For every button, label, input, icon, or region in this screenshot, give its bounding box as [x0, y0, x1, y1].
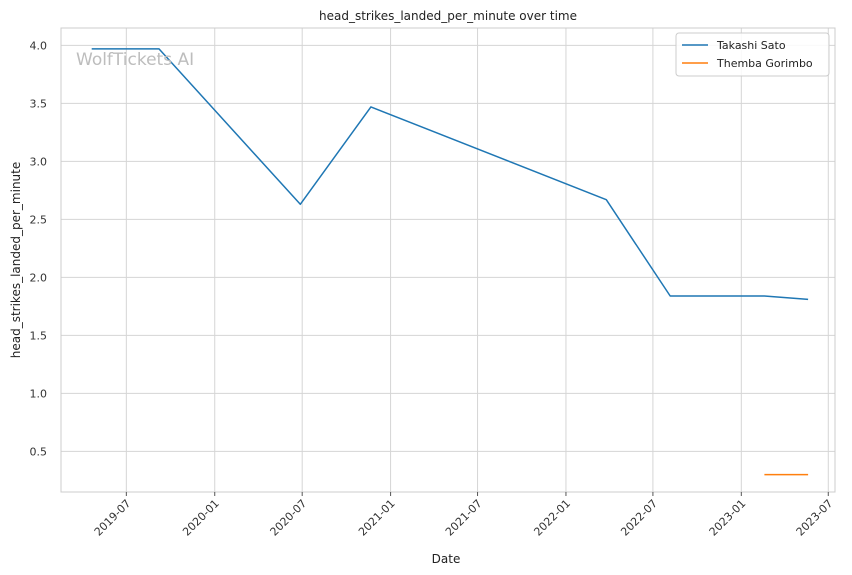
y-tick-label: 3.0	[30, 155, 48, 168]
legend-label-takashi-sato: Takashi Sato	[716, 39, 786, 52]
grid-lines	[61, 28, 835, 492]
plot-frame	[60, 27, 836, 493]
y-tick-labels: 0.5 1.0 1.5 2.0 2.5 3.0 3.5 4.0	[30, 39, 48, 458]
legend-label-themba-gorimbo: Themba Gorimbo	[716, 57, 813, 70]
watermark-text: WolfTickets AI	[76, 50, 194, 70]
series-line-takashi-sato	[91, 48, 809, 301]
y-tick-label: 3.5	[30, 97, 48, 110]
y-tick-label: 4.0	[30, 39, 48, 52]
series-layer	[91, 48, 809, 476]
y-tick-label: 2.0	[30, 271, 48, 284]
legend-box	[675, 32, 830, 77]
y-tick-label: 2.5	[30, 213, 48, 226]
chart-title: head_strikes_landed_per_minute over time	[319, 9, 577, 23]
y-tick-label: 1.5	[30, 329, 48, 342]
y-axis-title: head_strikes_landed_per_minute	[9, 162, 23, 359]
y-tick-label: 1.0	[30, 387, 48, 400]
y-tick-label: 0.5	[30, 445, 48, 458]
x-axis-title: Date	[432, 552, 461, 566]
legend: Takashi Sato Themba Gorimbo	[675, 32, 830, 77]
